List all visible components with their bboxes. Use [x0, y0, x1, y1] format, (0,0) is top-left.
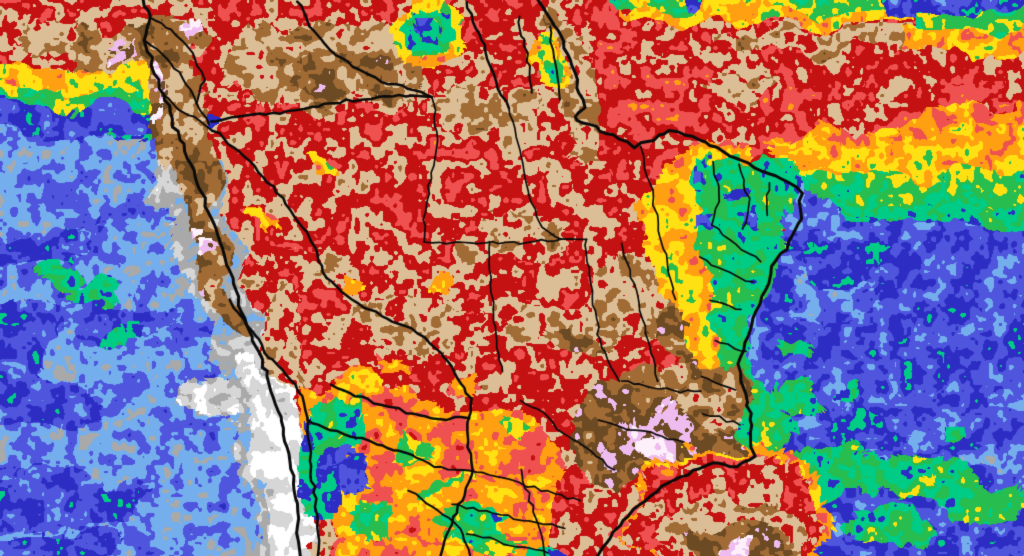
- precipitation-heatmap-canvas: [0, 0, 1024, 556]
- precipitation-map: [0, 0, 1024, 556]
